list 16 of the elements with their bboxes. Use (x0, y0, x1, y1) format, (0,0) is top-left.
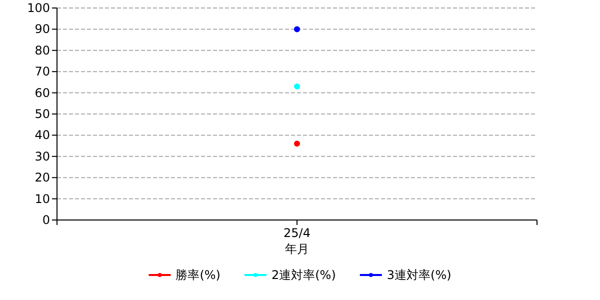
y-tick-label: 10 (34, 192, 50, 206)
legend-label: 2連対率(%) (271, 268, 336, 282)
y-tick-label: 20 (34, 170, 50, 185)
y-tick-label: 90 (34, 22, 50, 36)
y-tick-label: 30 (34, 149, 50, 164)
x-axis-title: 年月 (285, 242, 309, 256)
y-tick-label: 50 (34, 107, 50, 121)
x-tick-label: 25/4 (284, 226, 310, 240)
y-tick-label: 60 (34, 86, 50, 100)
y-tick-label: 0 (42, 213, 50, 227)
legend-label: 勝率(%) (176, 268, 220, 282)
y-tick-label: 100 (27, 1, 50, 15)
legend-label: 3連対率(%) (386, 268, 452, 282)
y-tick-label: 80 (34, 43, 50, 58)
y-tick-label: 40 (34, 128, 50, 142)
y-tick-label: 70 (34, 64, 50, 79)
